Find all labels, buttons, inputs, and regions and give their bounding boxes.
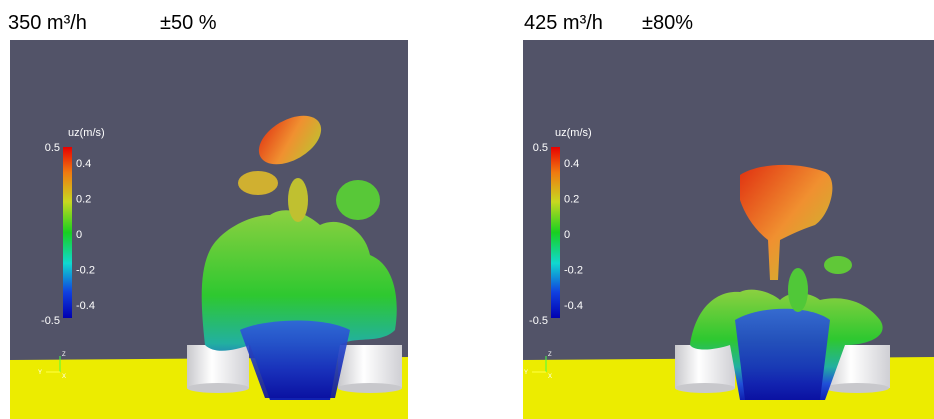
colorbar-label: uz(m/s) <box>68 127 105 139</box>
axis-label: Y <box>524 370 528 376</box>
colorbar-tick: -0.2 <box>76 264 95 276</box>
cylinder <box>338 383 402 393</box>
amplitude: ±50 % <box>160 12 217 34</box>
vortex-blob <box>288 178 308 222</box>
cylinder <box>187 383 249 393</box>
cylinder <box>675 383 735 393</box>
colorbar-tick: 0.4 <box>76 158 91 170</box>
cylinder <box>675 345 735 388</box>
colorbar-tick: -0.4 <box>76 300 95 312</box>
colorbar-label: uz(m/s) <box>555 127 592 139</box>
cylinder <box>825 383 889 393</box>
axis-label: Z <box>548 352 552 358</box>
vortex-blob <box>336 180 380 220</box>
axis-label: Z <box>62 352 66 358</box>
colorbar-min: -0.5 <box>41 315 60 327</box>
colorbar-tick: 0 <box>564 229 570 241</box>
axis-label: X <box>548 374 552 380</box>
colorbar <box>63 147 72 318</box>
panel: 425 m³/h ±80% uz(m/s) 0.5 -0.5 0.4 0.2 0 -0… <box>523 12 934 419</box>
vortex-blob <box>788 268 808 312</box>
cylinder <box>338 345 402 388</box>
cylinder <box>187 345 249 388</box>
colorbar-tick: -0.2 <box>564 264 583 276</box>
vortex-blob <box>238 171 278 195</box>
colorbar-tick: 0.2 <box>564 193 579 205</box>
colorbar-max: 0.5 <box>533 142 548 154</box>
vortex-blob <box>824 256 852 274</box>
colorbar-tick: 0 <box>76 229 82 241</box>
panel: 350 m³/h ±50 % uz(m/s) 0.5 -0.5 0.4 0.2 0 -… <box>8 12 408 419</box>
flow-rate: 425 m³/h <box>524 12 603 34</box>
figure: 350 m³/h ±50 % uz(m/s) 0.5 -0.5 0.4 0.2 0 -… <box>0 0 934 419</box>
colorbar <box>551 147 560 318</box>
colorbar-max: 0.5 <box>45 142 60 154</box>
colorbar-tick: 0.2 <box>76 193 91 205</box>
plume-core <box>735 309 830 400</box>
amplitude: ±80% <box>642 12 693 34</box>
axis-label: X <box>62 374 66 380</box>
axis-label: Y <box>38 370 42 376</box>
colorbar-tick: 0.4 <box>564 158 579 170</box>
colorbar-tick: -0.4 <box>564 300 583 312</box>
colorbar-min: -0.5 <box>529 315 548 327</box>
page: 350 m³/h ±50 % uz(m/s) 0.5 -0.5 0.4 0.2 0 -… <box>0 0 934 419</box>
flow-rate: 350 m³/h <box>8 12 87 34</box>
